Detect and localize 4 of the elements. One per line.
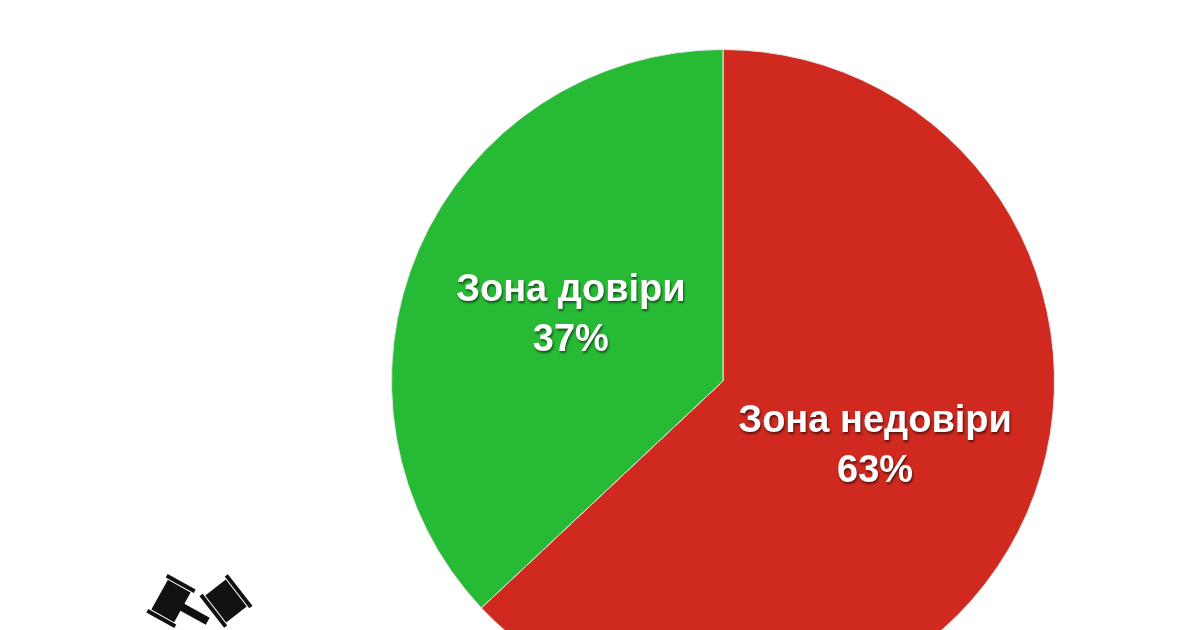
data-label: 63% bbox=[837, 448, 914, 491]
slice-label: Зона довіри bbox=[456, 266, 686, 309]
slice-label: Зона недовіри bbox=[738, 398, 1012, 441]
data-label: 37% bbox=[532, 316, 609, 359]
